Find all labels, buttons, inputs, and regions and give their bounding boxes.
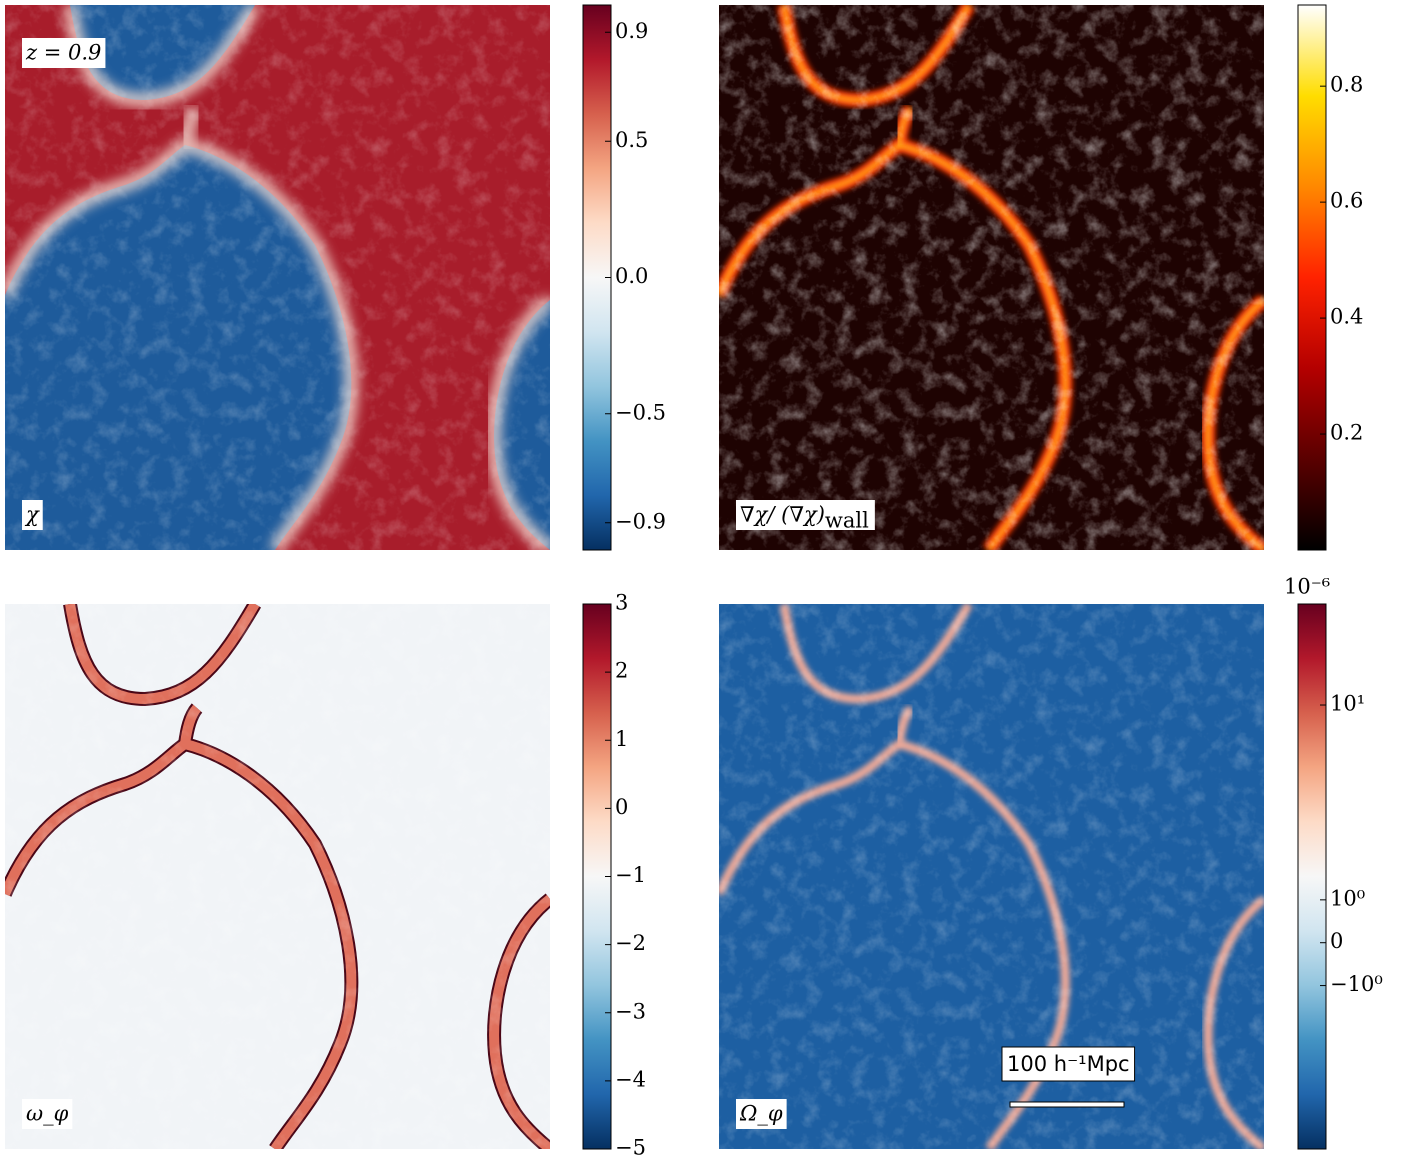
colorbar-tick-label: −3	[615, 999, 646, 1023]
colorbar-tick-label: 0.8	[1330, 73, 1363, 97]
colorbar-offset-label: 10⁻⁶	[1284, 575, 1330, 599]
colorbar-tick-label: 0.0	[615, 264, 648, 288]
colorbar-tick-label: 0.2	[1330, 421, 1363, 445]
panel-label: Ω_φ	[739, 1102, 783, 1126]
colorbar-tick-label: 1	[615, 727, 628, 751]
panel-label: χ	[24, 503, 40, 527]
scale-bar	[1010, 1102, 1124, 1107]
colorbar-tick-label: 0.5	[615, 128, 648, 152]
colorbar-tick-label: −0.5	[615, 400, 666, 424]
colorbar-tick-label: 3	[615, 591, 628, 615]
field-image	[719, 604, 1264, 1149]
colorbar	[1298, 604, 1326, 1149]
colorbar-tick-label: 0	[615, 795, 628, 819]
colorbar-tick-label: −5	[615, 1136, 646, 1160]
figure: z = 0.9 χ 0.9 0.5 0.0 −0.5 −0.9 ∇χ/ (∇χ)wall 0.8…	[0, 0, 1406, 1162]
colorbar-tick-label: 0.6	[1330, 189, 1363, 213]
colorbar-tick-label: −1	[615, 863, 646, 887]
annotation: z = 0.9	[25, 41, 101, 65]
colorbar-tick-label: −4	[615, 1067, 646, 1091]
panel-label: ω_φ	[26, 1102, 69, 1126]
panel-label-subscript: wall	[825, 509, 869, 533]
field-image	[5, 5, 550, 550]
colorbar-tick-label: 0.9	[615, 19, 648, 43]
field-texture	[719, 604, 1264, 1149]
panel: ω_φ	[5, 604, 550, 1149]
field-texture	[719, 5, 1264, 550]
field-texture	[5, 604, 550, 1149]
scale-bar-label: 100 h⁻¹Mpc	[1007, 1052, 1130, 1076]
colorbar-tick-label: 0.4	[1330, 305, 1363, 329]
field-image	[5, 604, 550, 1149]
field-image	[719, 5, 1264, 550]
colorbar-tick-label: 10⁰	[1330, 886, 1365, 910]
colorbar-tick-label: −2	[615, 931, 646, 955]
panel: z = 0.9 χ	[5, 5, 550, 550]
colorbar-tick-label: −10⁰	[1330, 972, 1383, 996]
panel: Ω_φ 100 h⁻¹Mpc	[719, 604, 1264, 1149]
colorbar-tick-label: 10¹	[1330, 692, 1365, 716]
panel-label: ∇χ/ (∇χ)	[740, 503, 825, 527]
panel: ∇χ/ (∇χ)wall	[719, 5, 1264, 550]
field-texture	[5, 5, 550, 550]
colorbar-tick-label: 2	[615, 659, 628, 683]
colorbar	[1298, 5, 1326, 550]
colorbar-tick-label: −0.9	[615, 509, 666, 533]
colorbar-tick-label: 0	[1330, 929, 1343, 953]
